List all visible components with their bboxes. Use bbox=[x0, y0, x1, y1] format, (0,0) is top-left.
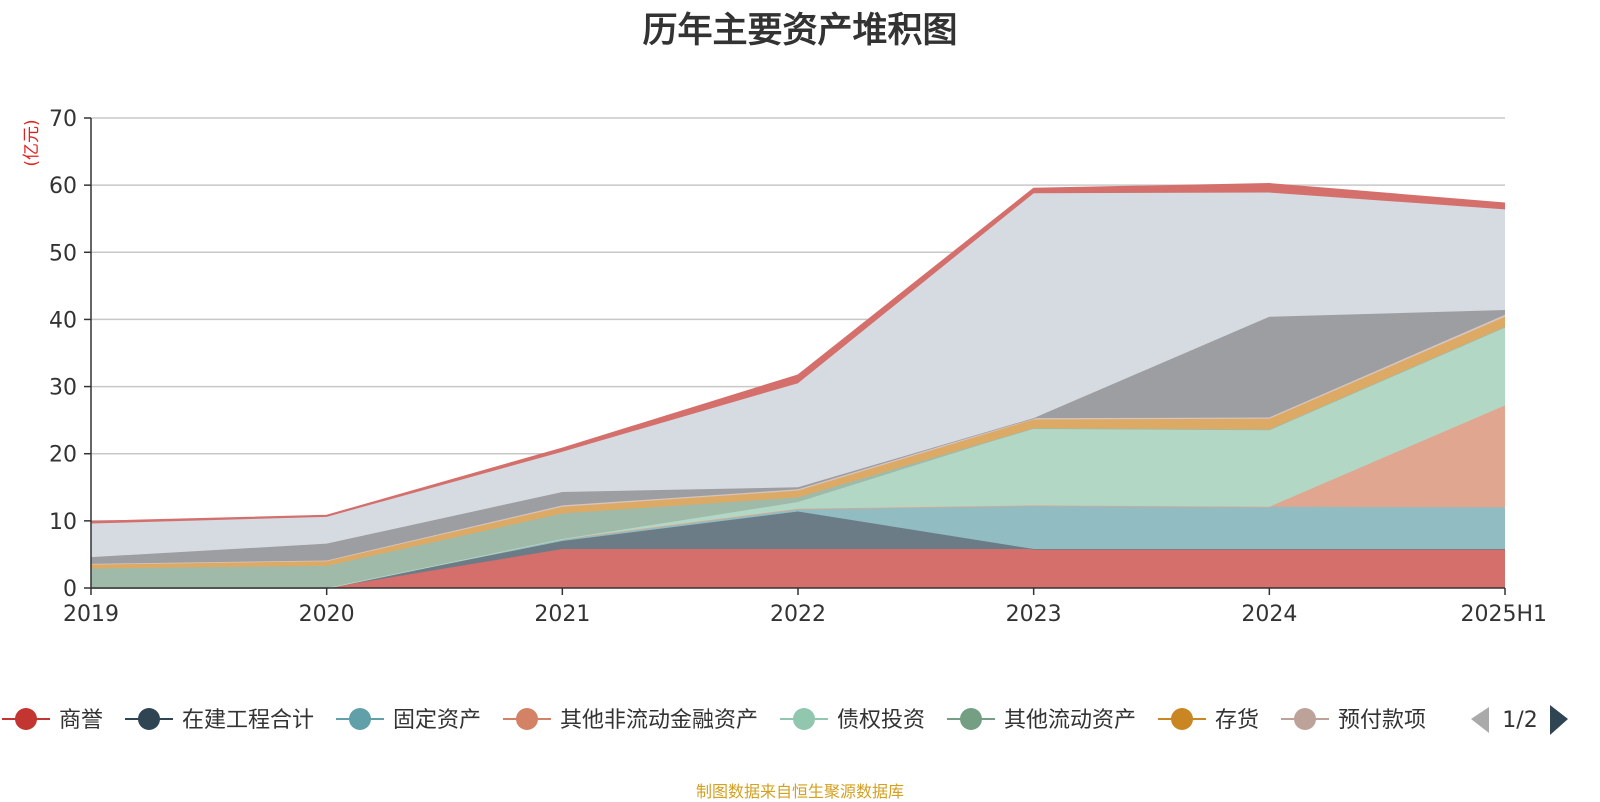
x-tick-label: 2019 bbox=[63, 602, 119, 627]
legend-label: 债权投资 bbox=[837, 708, 925, 733]
series-line-10 bbox=[90, 183, 1506, 523]
legend-label: 存货 bbox=[1215, 708, 1259, 733]
y-tick-label: 30 bbox=[49, 376, 77, 401]
legend-item[interactable]: 在建工程合计 bbox=[125, 708, 314, 733]
y-tick-label: 70 bbox=[49, 107, 77, 132]
chart-title: 历年主要资产堆积图 bbox=[642, 11, 958, 51]
legend-marker bbox=[1171, 708, 1193, 730]
y-tick-label: 40 bbox=[49, 308, 77, 333]
area-series-2 bbox=[91, 505, 1505, 588]
data-source-note: 制图数据来自恒生聚源数据库 bbox=[695, 782, 904, 801]
legend[interactable]: 商誉 在建工程合计 固定资产 其他非流动金融资产 债权投资 其他流动资产 存货 预付款项 1/2 bbox=[2, 705, 1568, 735]
y-tick-label: 60 bbox=[49, 174, 77, 199]
area-series-1 bbox=[91, 511, 1505, 588]
legend-page-indicator: 1/2 bbox=[1502, 708, 1537, 733]
legend-item[interactable]: 其他非流动金融资产 bbox=[503, 708, 758, 733]
area-series-0 bbox=[91, 549, 1505, 588]
legend-marker bbox=[349, 708, 371, 730]
legend-item[interactable]: 存货 bbox=[1158, 708, 1259, 733]
area-series-4 bbox=[91, 326, 1505, 588]
area-series-9 bbox=[91, 192, 1505, 558]
legend-item[interactable]: 预付款项 bbox=[1281, 708, 1426, 733]
legend-marker bbox=[960, 708, 982, 730]
legend-marker bbox=[1294, 708, 1316, 730]
legend-item[interactable]: 固定资产 bbox=[336, 708, 481, 733]
x-tick-label: 2024 bbox=[1241, 602, 1297, 627]
legend-label: 固定资产 bbox=[393, 708, 481, 733]
x-tick-label: 2021 bbox=[534, 602, 590, 627]
legend-marker bbox=[15, 708, 37, 730]
x-tick-label: 2022 bbox=[770, 602, 826, 627]
x-tick-label: 2020 bbox=[299, 602, 355, 627]
legend-label: 其他非流动金融资产 bbox=[560, 708, 758, 733]
legend-items: 商誉 在建工程合计 固定资产 其他非流动金融资产 债权投资 其他流动资产 存货 预付款项 bbox=[2, 708, 1426, 733]
area-series-8 bbox=[91, 310, 1505, 564]
legend-label: 其他流动资产 bbox=[1004, 708, 1136, 733]
legend-item[interactable]: 商誉 bbox=[2, 708, 103, 733]
legend-item[interactable]: 债权投资 bbox=[780, 708, 925, 733]
axes: 0 10 20 30 40 50 60 70 2019 2020 2021 2022 2023 2024 2… bbox=[49, 107, 1547, 627]
x-tick-label: 2023 bbox=[1006, 602, 1062, 627]
y-tick-label: 50 bbox=[49, 241, 77, 266]
x-tick-label: 2025H1 bbox=[1460, 602, 1547, 627]
legend-label: 商誉 bbox=[59, 708, 103, 733]
legend-prev-page-icon[interactable] bbox=[1471, 707, 1489, 733]
legend-marker bbox=[793, 708, 815, 730]
legend-next-page-icon[interactable] bbox=[1550, 705, 1568, 735]
y-tick-label: 10 bbox=[49, 510, 77, 535]
legend-marker bbox=[138, 708, 160, 730]
y-tick-label: 20 bbox=[49, 443, 77, 468]
legend-label: 预付款项 bbox=[1338, 708, 1426, 733]
legend-label: 在建工程合计 bbox=[182, 708, 314, 733]
legend-marker bbox=[516, 708, 538, 730]
y-axis-unit-label: (亿元) bbox=[22, 119, 42, 166]
y-tick-label: 0 bbox=[63, 577, 77, 602]
legend-item[interactable]: 其他流动资产 bbox=[947, 708, 1136, 733]
area-series-group bbox=[90, 183, 1506, 589]
